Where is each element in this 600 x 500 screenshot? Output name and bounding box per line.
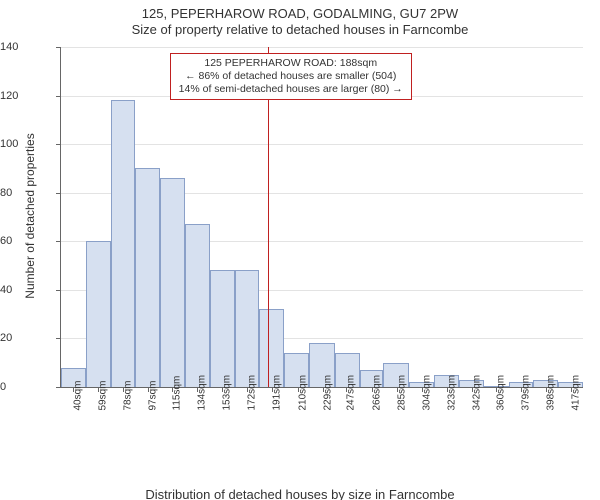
xtick-label: 78sqm xyxy=(123,401,134,411)
ytick-label: 140 xyxy=(0,41,52,53)
xtick-label: 229sqm xyxy=(322,401,333,411)
annotation-box: 125 PEPERHAROW ROAD: 188sqm← 86% of deta… xyxy=(170,53,412,100)
xtick-label: 360sqm xyxy=(495,401,506,411)
ytick-mark xyxy=(56,47,61,48)
xtick-label: 266sqm xyxy=(371,401,382,411)
histogram-bar xyxy=(135,168,160,387)
annotation-line2: ← 86% of detached houses are smaller (50… xyxy=(179,70,403,83)
gridline xyxy=(61,47,583,48)
annotation-line3: 14% of semi-detached houses are larger (… xyxy=(179,83,403,96)
xtick-label: 97sqm xyxy=(148,401,159,411)
plot-area: 125 PEPERHAROW ROAD: 188sqm← 86% of deta… xyxy=(60,47,583,388)
histogram-bar xyxy=(210,270,235,387)
ytick-mark xyxy=(56,290,61,291)
histogram-bar xyxy=(86,241,111,387)
ytick-mark xyxy=(56,193,61,194)
xtick-label: 304sqm xyxy=(421,401,432,411)
xtick-label: 134sqm xyxy=(197,401,208,411)
xtick-label: 342sqm xyxy=(471,401,482,411)
chart-caption: Distribution of detached houses by size … xyxy=(0,487,600,500)
page-title-line2: Size of property relative to detached ho… xyxy=(0,22,600,37)
xtick-label: 398sqm xyxy=(545,401,556,411)
ytick-label: 0 xyxy=(0,381,52,393)
ytick-label: 20 xyxy=(0,332,52,344)
chart-titles: 125, PEPERHAROW ROAD, GODALMING, GU7 2PW… xyxy=(0,0,600,37)
xtick-label: 153sqm xyxy=(222,401,233,411)
y-axis-label: Number of detached properties xyxy=(23,116,37,316)
histogram-bar xyxy=(235,270,259,387)
page-title-line1: 125, PEPERHAROW ROAD, GODALMING, GU7 2PW xyxy=(0,6,600,21)
histogram-chart: 125 PEPERHAROW ROAD: 188sqm← 86% of deta… xyxy=(0,37,600,427)
histogram-bar xyxy=(185,224,210,387)
ytick-label: 120 xyxy=(0,90,52,102)
xtick-label: 210sqm xyxy=(297,401,308,411)
ytick-mark xyxy=(56,96,61,97)
ytick-mark xyxy=(56,387,61,388)
histogram-bar xyxy=(160,178,185,387)
ytick-mark xyxy=(56,338,61,339)
xtick-label: 191sqm xyxy=(272,401,283,411)
xtick-label: 417sqm xyxy=(571,401,582,411)
ytick-mark xyxy=(56,144,61,145)
xtick-label: 59sqm xyxy=(98,401,109,411)
annotation-line1: 125 PEPERHAROW ROAD: 188sqm xyxy=(179,57,403,70)
xtick-label: 247sqm xyxy=(346,401,357,411)
gridline xyxy=(61,144,583,145)
xtick-label: 40sqm xyxy=(72,401,83,411)
xtick-label: 379sqm xyxy=(520,401,531,411)
ytick-mark xyxy=(56,241,61,242)
xtick-label: 285sqm xyxy=(396,401,407,411)
histogram-bar xyxy=(111,100,135,387)
xtick-label: 115sqm xyxy=(172,401,183,411)
xtick-label: 323sqm xyxy=(446,401,457,411)
xtick-label: 172sqm xyxy=(247,401,258,411)
